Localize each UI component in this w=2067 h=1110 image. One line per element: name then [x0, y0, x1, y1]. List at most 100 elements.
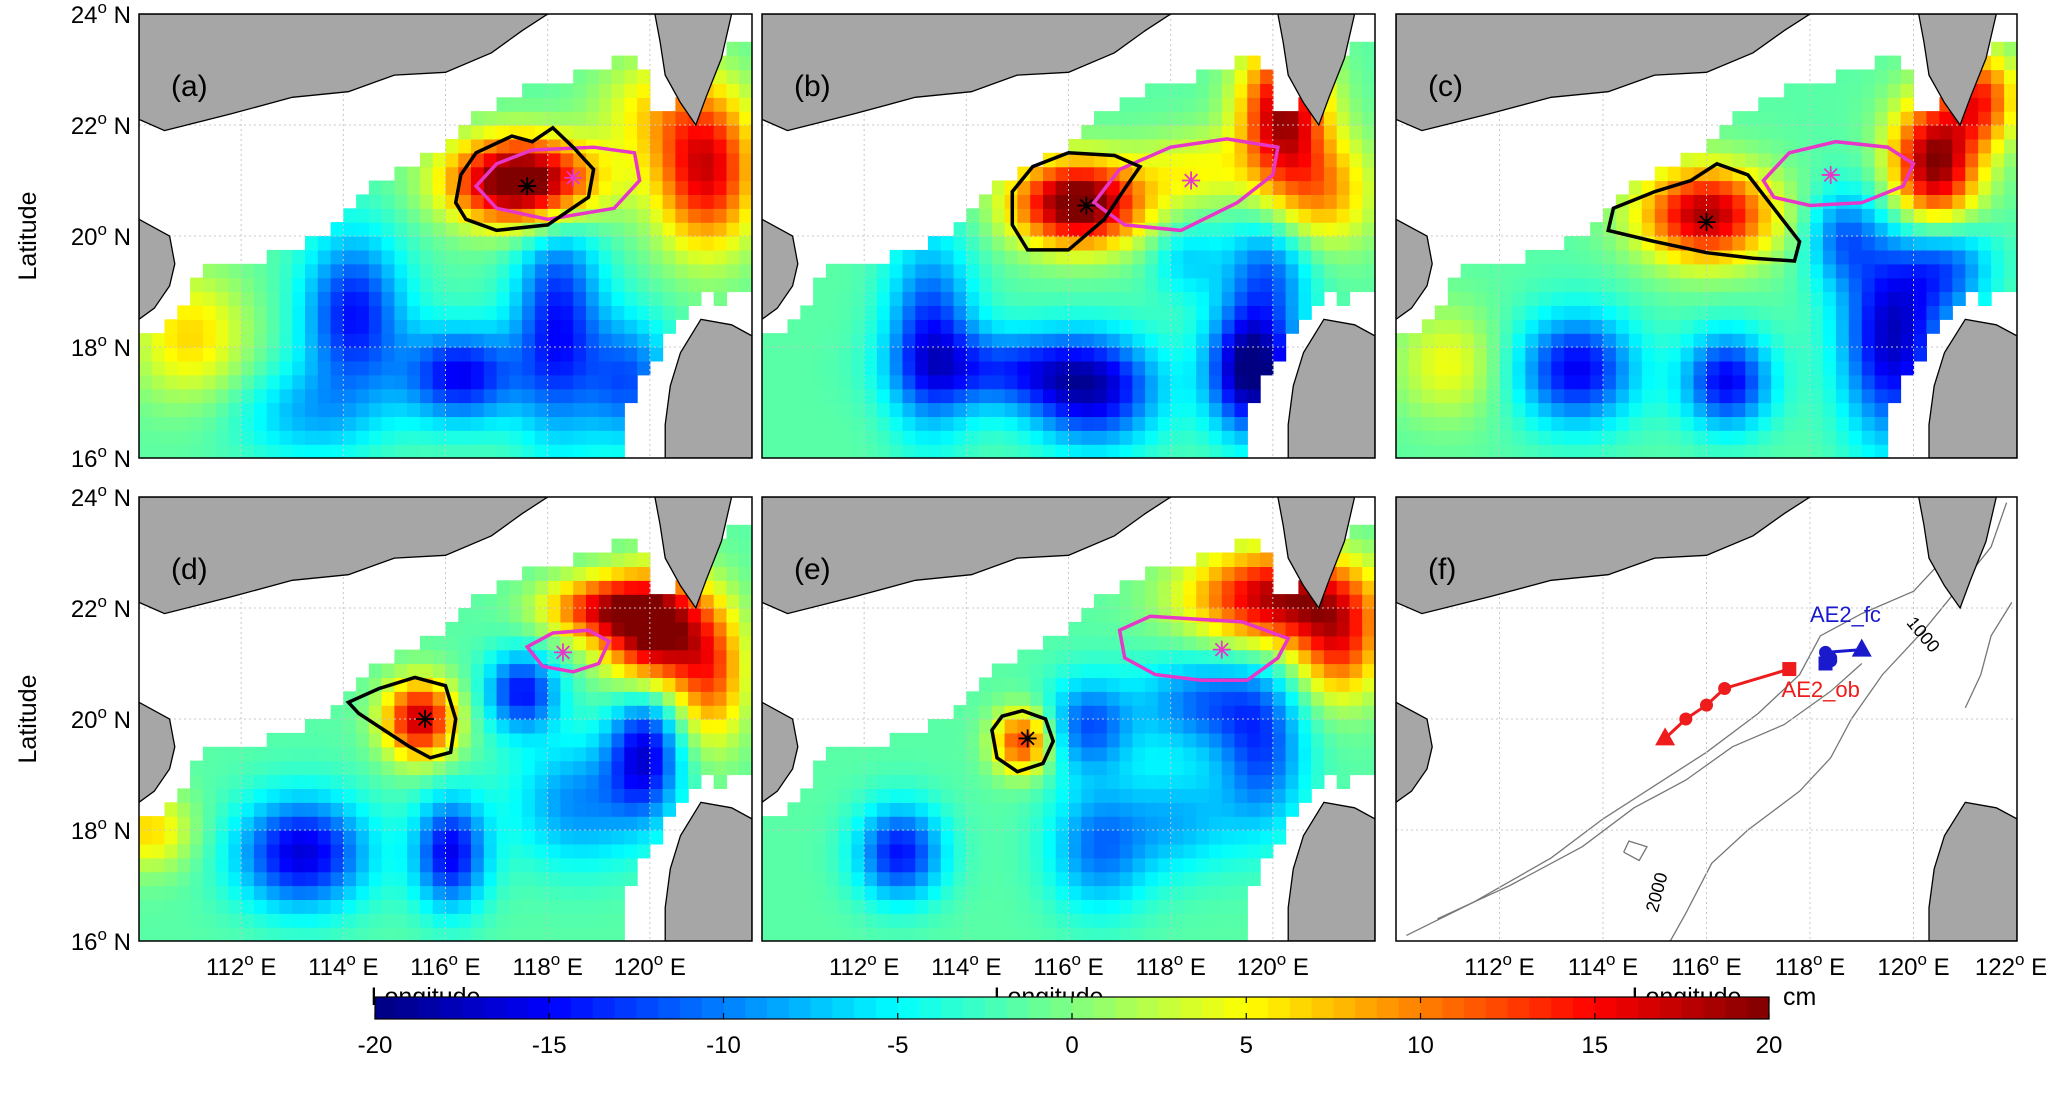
sla-field	[762, 41, 1375, 458]
colorbar-cell	[701, 997, 724, 1019]
tick-label: 114o E	[1568, 950, 1638, 981]
colorbar-cell	[1660, 997, 1683, 1019]
colorbar-tick-label: 10	[1407, 1032, 1434, 1059]
panel-label: (a)	[171, 70, 208, 103]
colorbar-cell	[1594, 997, 1618, 1019]
colorbar-cell	[527, 997, 550, 1019]
colorbar-tick-label: 15	[1581, 1032, 1608, 1059]
forecast-eddy-contour	[1091, 137, 1280, 233]
colorbar-cell	[1725, 997, 1748, 1019]
colorbar-tick-label: -10	[706, 1032, 741, 1059]
observed-center-marker	[1018, 729, 1037, 748]
panel-d: (d)	[138, 496, 753, 942]
colorbar-cell	[1246, 997, 1269, 1019]
colorbar-unit: cm	[1783, 983, 1816, 1011]
land	[1396, 497, 2017, 941]
colorbar-cell	[1747, 997, 1770, 1019]
colorbar-cell	[592, 997, 616, 1019]
tick-label: 112o E	[1464, 950, 1534, 981]
tick-label: 120o E	[1877, 950, 1949, 981]
colorbar-cell	[1072, 997, 1095, 1019]
tick-label: 112o E	[829, 950, 899, 981]
colorbar-cell	[1289, 997, 1313, 1019]
observed-center-marker	[416, 710, 435, 728]
colorbar-cell	[1376, 997, 1400, 1019]
colorbar-cell	[1420, 997, 1443, 1019]
forecast-eddy-contour	[524, 628, 612, 674]
observed-track-label: AE2_ob	[1782, 677, 1860, 702]
tick-label: 16o N	[71, 442, 131, 473]
isobath-label: 1000	[1903, 613, 1944, 657]
tick-label: 116o E	[1671, 950, 1741, 981]
land	[1396, 14, 2017, 458]
sla-field	[762, 524, 1375, 941]
colorbar-cell	[1398, 997, 1421, 1019]
grid	[1396, 497, 2017, 941]
colorbar-cell	[571, 997, 594, 1019]
tick-label: 120o E	[1237, 950, 1309, 981]
panel-a: (a)	[138, 13, 753, 459]
tick-label: 20o N	[71, 220, 131, 251]
tick-label: 118o E	[512, 950, 582, 981]
panel-frame	[1395, 496, 2018, 942]
forecast-eddy-contour	[1761, 139, 1916, 208]
colorbar-cell	[1180, 997, 1204, 1019]
tick-label: 118o E	[1135, 950, 1205, 981]
observed-center-marker	[1077, 196, 1096, 215]
tick-label: 24o N	[71, 481, 131, 512]
forecast-center-marker	[1182, 171, 1201, 190]
colorbar-cell	[767, 997, 790, 1019]
colorbar-cell	[832, 997, 855, 1019]
tick-label: 24o N	[71, 0, 131, 29]
colorbar-cell	[1115, 997, 1138, 1019]
panel-label: (d)	[171, 553, 208, 586]
colorbar-cell	[1573, 997, 1596, 1019]
colorbar-cell	[679, 997, 703, 1019]
colorbar-cell	[723, 997, 746, 1019]
forecast-center-marker	[1821, 165, 1840, 184]
track-start-marker	[1851, 638, 1872, 657]
land	[139, 14, 752, 458]
forecast-center-marker	[1212, 640, 1231, 659]
colorbar-cell	[745, 997, 768, 1019]
y-axis-labels: 16o N 18o N 20o N 22o N 24o N Latitude 16o N 18…	[14, 0, 131, 956]
colorbar-cell	[1464, 997, 1487, 1019]
panel-frame	[761, 13, 1376, 459]
colorbar-cell	[1355, 997, 1378, 1019]
grid	[762, 497, 1375, 941]
colorbar-tick-label: -5	[887, 1032, 908, 1059]
colorbar-cell	[418, 997, 441, 1019]
colorbar-cell	[1028, 997, 1051, 1019]
panel-e: (e)	[761, 496, 1376, 942]
observed-eddy-contour	[453, 125, 596, 233]
track-start-marker	[1655, 727, 1676, 746]
colorbar-cell	[810, 997, 833, 1019]
observed-eddy-contour	[1010, 151, 1143, 252]
track-point	[1718, 681, 1732, 695]
tick-label: 118o E	[1775, 950, 1845, 981]
tick-label: 112o E	[206, 950, 276, 981]
panel-b: (b)	[761, 13, 1376, 459]
colorbar-cell	[1616, 997, 1639, 1019]
tick-label: 120o E	[614, 950, 686, 981]
colorbar-cell	[1529, 997, 1552, 1019]
y-axis-title: Latitude	[14, 675, 42, 764]
tick-label: 18o N	[71, 814, 131, 845]
tick-label: 22o N	[71, 109, 131, 140]
land	[762, 497, 1375, 941]
colorbar-cell	[440, 997, 463, 1019]
colorbar-cell	[658, 997, 681, 1019]
tick-label: 116o E	[1033, 950, 1103, 981]
colorbar-cell	[1006, 997, 1029, 1019]
grid	[139, 497, 752, 941]
sla-field	[139, 41, 752, 458]
colorbar-cell	[897, 997, 921, 1019]
forecast-eddy-contour	[1117, 614, 1291, 682]
observed-eddy-contour	[1606, 161, 1802, 263]
colorbar-cell	[462, 997, 485, 1019]
y-axis-title: Latitude	[14, 192, 42, 281]
observed-center-marker	[1697, 213, 1716, 232]
colorbar-cell	[505, 997, 528, 1019]
observed-track	[1655, 662, 1797, 746]
